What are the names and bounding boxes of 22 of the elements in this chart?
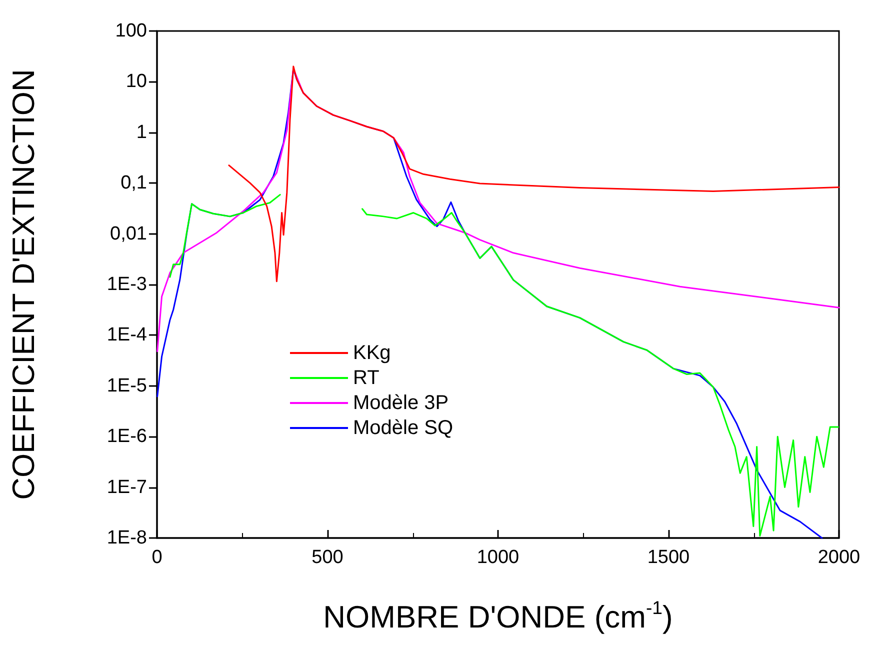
- y-tick-label: 0,01: [110, 223, 147, 244]
- y-tick-label: 0,1: [120, 172, 147, 194]
- line-series: [228, 66, 840, 282]
- y-axis-title: COEFFICIENT D'EXTINCTION: [6, 69, 41, 500]
- y-tick-label: 10: [126, 71, 147, 92]
- y-tick-label: 1: [136, 122, 147, 143]
- y-tick-label: 1E-7: [106, 476, 147, 498]
- y-tick-label: 1E-5: [106, 375, 147, 396]
- y-tick-label: 1E-3: [106, 274, 147, 295]
- legend-label: Modèle SQ: [353, 417, 454, 439]
- legend-label: Modèle 3P: [353, 392, 449, 414]
- legend-label: RT: [353, 367, 380, 389]
- y-tick-label: 1E-4: [106, 324, 148, 346]
- y-tick-label: 100: [115, 20, 147, 42]
- x-tick-label: 0: [152, 547, 162, 568]
- legend-label: KKg: [353, 342, 391, 364]
- y-tick-label: 1E-8: [106, 528, 147, 548]
- x-tick-label: 500: [312, 547, 344, 568]
- x-tick-label: 2000: [818, 547, 860, 568]
- y-tick-label: 1E-6: [106, 426, 147, 448]
- x-tick-label: 1000: [476, 547, 520, 568]
- x-tick-label: 1500: [647, 547, 690, 568]
